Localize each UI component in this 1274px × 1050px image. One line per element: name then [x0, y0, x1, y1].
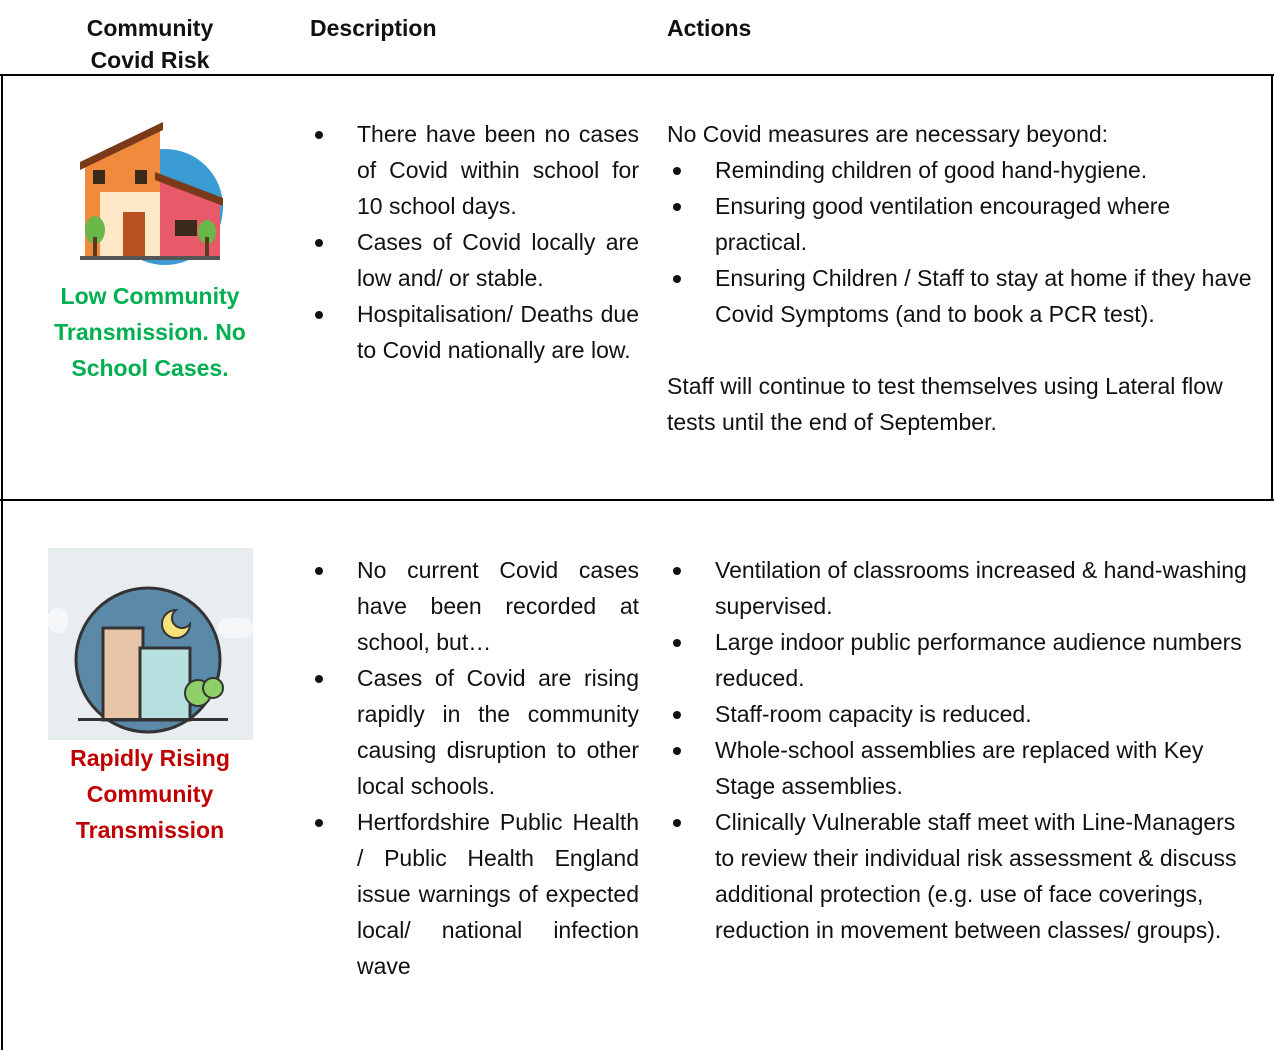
bullet-item: Large indoor public performance audience…: [673, 624, 1260, 696]
description: There have been no cases of Covid within…: [315, 116, 639, 368]
bullet-text: Hospitalisation/ Deaths due to Covid nat…: [357, 301, 639, 363]
row-border: [0, 499, 1274, 501]
bullet-item: Ensuring Children / Staff to stay at hom…: [673, 260, 1260, 332]
bullet: [315, 567, 323, 575]
bullet: [315, 311, 323, 319]
bullet-item: Staff-room capacity is reduced.: [673, 696, 1260, 732]
actions: No Covid measures are necessary beyond: R…: [667, 116, 1260, 440]
bullet: [315, 819, 323, 827]
bullet: [315, 131, 323, 139]
bullet: [673, 711, 681, 719]
bullet-list: Reminding children of good hand-hygiene.…: [673, 152, 1260, 332]
bullet-text: No current Covid cases have been recorde…: [357, 557, 639, 655]
city-icon: [48, 548, 253, 740]
bullet-text: Large indoor public performance audience…: [715, 629, 1242, 691]
bullet-item: Reminding children of good hand-hygiene.: [673, 152, 1260, 188]
actions: Ventilation of classrooms increased & ha…: [673, 552, 1260, 948]
bullet-item: No current Covid cases have been recorde…: [315, 552, 639, 660]
bullet-list: No current Covid cases have been recorde…: [315, 552, 639, 984]
bullet-item: Cases of Covid locally are low and/ or s…: [315, 224, 639, 296]
bullet-text: Staff-room capacity is reduced.: [715, 701, 1032, 727]
bullet-item: Hertfordshire Public Health / Public Hea…: [315, 804, 639, 984]
bullet-item: Clinically Vulnerable staff meet with Li…: [673, 804, 1260, 948]
table-border: [1271, 74, 1273, 501]
bullet: [673, 639, 681, 647]
header-cell: Community Covid Risk: [86, 15, 214, 73]
bullet-text: Clinically Vulnerable staff meet with Li…: [715, 809, 1237, 943]
bullet-item: Whole-school assemblies are replaced wit…: [673, 732, 1260, 804]
bullet-item: Ensuring good ventilation encouraged whe…: [673, 188, 1260, 260]
bullet: [673, 747, 681, 755]
header-cell: Actions: [667, 15, 752, 41]
bullet-text: Cases of Covid locally are low and/ or s…: [357, 229, 639, 291]
bullet: [673, 203, 681, 211]
house-icon: [80, 122, 223, 265]
bullet-item: Ventilation of classrooms increased & ha…: [673, 552, 1260, 624]
bullet-text: Ensuring good ventilation encouraged whe…: [715, 193, 1171, 255]
description: No current Covid cases have been recorde…: [315, 552, 639, 984]
bullet-text: Whole-school assemblies are replaced wit…: [715, 737, 1204, 799]
bullet-item: There have been no cases of Covid within…: [315, 116, 639, 224]
bullet: [673, 567, 681, 575]
bullet-text: Cases of Covid are rising rapidly in the…: [357, 665, 639, 799]
header-cell: Description: [310, 15, 437, 41]
bullet-item: Hospitalisation/ Deaths due to Covid nat…: [315, 296, 639, 368]
risk-label: Rapidly Rising Community Transmission: [70, 745, 230, 843]
row-border: [0, 74, 1274, 76]
actions-note: Staff will continue to test themselves u…: [667, 373, 1223, 435]
bullet: [673, 819, 681, 827]
bullet: [673, 167, 681, 175]
table-border: [1, 74, 3, 1050]
bullet-list: Ventilation of classrooms increased & ha…: [673, 552, 1260, 948]
bullet: [315, 675, 323, 683]
bullet-text: There have been no cases of Covid within…: [357, 121, 639, 219]
bullet-list: There have been no cases of Covid within…: [315, 116, 639, 368]
bullet-text: Reminding children of good hand-hygiene.: [715, 157, 1148, 183]
bullet-text: Ensuring Children / Staff to stay at hom…: [715, 265, 1252, 327]
bullet-text: Ventilation of classrooms increased & ha…: [715, 557, 1247, 619]
bullet: [315, 239, 323, 247]
bullet-item: Cases of Covid are rising rapidly in the…: [315, 660, 639, 804]
actions-intro: No Covid measures are necessary beyond:: [667, 121, 1109, 147]
bullet-text: Hertfordshire Public Health / Public Hea…: [357, 809, 639, 979]
risk-label: Low Community Transmission. No School Ca…: [54, 283, 246, 381]
bullet: [673, 275, 681, 283]
